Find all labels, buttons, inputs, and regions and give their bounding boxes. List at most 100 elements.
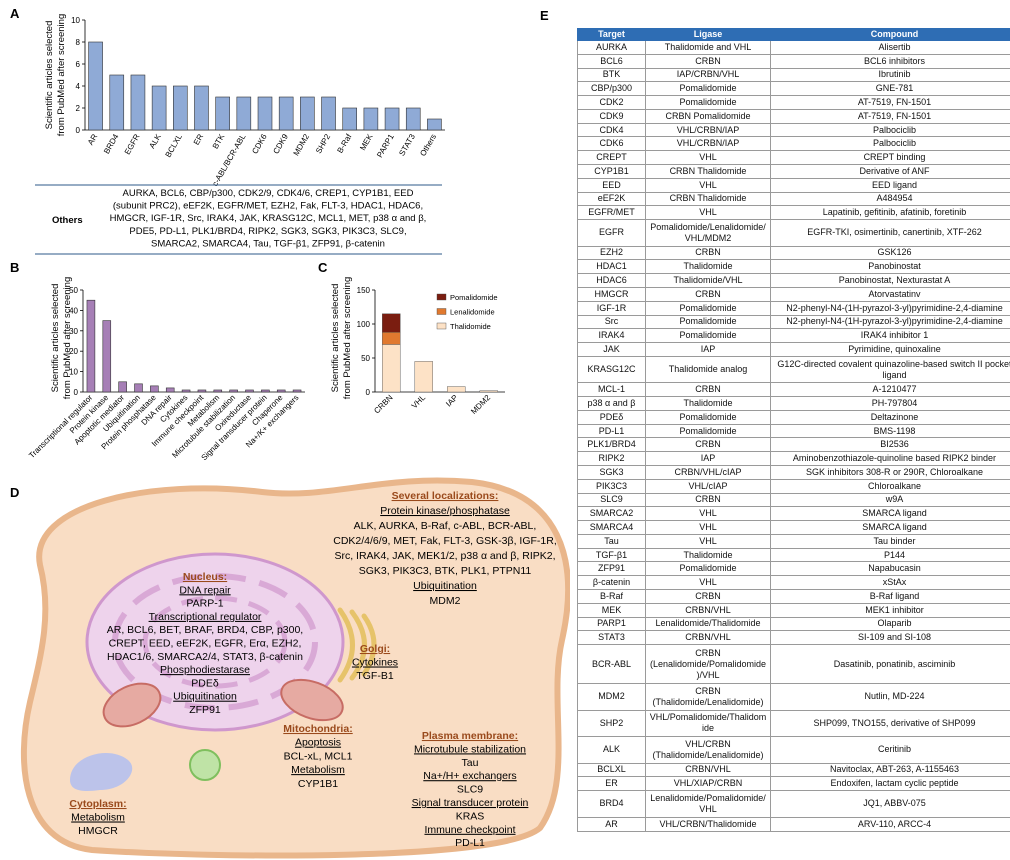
x-tick-label: EGFR	[123, 132, 142, 156]
table-cell: Panobinostat, Nexturastat A	[770, 273, 1010, 288]
table-cell: IAP/CRBN/VHL	[645, 67, 771, 83]
legend-swatch	[436, 322, 447, 330]
x-tick-label: Others	[418, 133, 438, 158]
table-cell: Nutlin, MD-224	[770, 683, 1010, 711]
table-cell: CRBN/VHL	[645, 602, 771, 618]
y-axis-label: Scientific articles selected	[50, 284, 61, 393]
table-cell: CYP1B1	[577, 164, 646, 179]
x-tick-label: CDK6	[250, 132, 269, 155]
bar	[181, 389, 191, 393]
targets: TGF-B1	[356, 670, 393, 682]
table-cell: CRBN/VHL	[645, 630, 771, 646]
y-axis-label: Scientific articles selected	[330, 284, 341, 393]
bar	[213, 389, 223, 393]
table-cell: CRBN (Lenalidomide/Pomalidomide )/VHL	[645, 644, 771, 685]
table-cell: BCL6	[577, 53, 646, 69]
table-cell: IGF-1R	[577, 300, 646, 316]
table-cell: N2-phenyl-N4-(1H-pyrazol-3-yl)pyrimidine…	[770, 314, 1010, 330]
x-tick-label: CDK9	[271, 132, 290, 155]
others-line: SMARCA2, SMARCA4, Tau, TGF-β1, ZFP91, β-…	[151, 238, 385, 249]
table-cell: Napabucasin	[770, 561, 1010, 577]
bar	[197, 389, 207, 393]
table-cell: BI2536	[770, 437, 1010, 453]
table-cell: MCL-1	[577, 382, 646, 398]
table-row: CDK4 VHL/CRBN/IAP Palbociclib	[577, 122, 1010, 138]
mitochondrion	[280, 678, 344, 722]
table-body: AURKA Thalidomide and VHL Alisertib BCL6 CRB…	[577, 40, 1010, 833]
table-cell: HMGCR	[577, 286, 646, 302]
bar	[134, 383, 143, 393]
x-tick-label: IAP	[444, 393, 459, 408]
x-tick-label: MDM2	[292, 132, 312, 157]
table-cell: BMS-1198	[770, 423, 1010, 439]
targets: Src, IRAK4, JAK, MEK1/2, p38 α and β, RI…	[334, 550, 555, 562]
table-cell: Tau binder	[770, 533, 1010, 549]
table-cell: JQ1, ABBV-075	[770, 790, 1010, 818]
table-cell: CDK9	[577, 108, 646, 124]
targets: BCL-xL, MCL1	[284, 750, 353, 762]
table-cell: Aminobenzothiazole-quinoline based RIPK2…	[770, 451, 1010, 466]
table-cell: Thalidomide	[645, 259, 771, 275]
golgi	[337, 607, 377, 683]
table-cell: B-Raf ligand	[770, 589, 1010, 604]
others-line: HMGCR, IGF-1R, Src, IRAK4, JAK, KRASG12C…	[110, 213, 427, 224]
y-axis-label: from PubMed after screening	[56, 14, 67, 137]
table-cell: Pomalidomide	[645, 328, 771, 344]
table-cell: B-Raf	[577, 589, 646, 604]
category: Microtubule stabilization	[414, 743, 526, 755]
table-row: IRAK4 Pomalidomide IRAK4 inhibitor 1	[577, 328, 1010, 344]
table-cell: Thalidomide	[645, 547, 771, 563]
y-axis-label: from PubMed after screening	[342, 277, 353, 400]
table-row: CBP/p300 Pomalidomide GNE-781	[577, 81, 1010, 97]
y-tick-label: 40	[69, 306, 78, 315]
table-cell: VHL	[645, 205, 771, 221]
table-cell: VHL	[645, 520, 771, 535]
localization-title: Plasma membrane:	[422, 730, 518, 742]
table-cell: Dasatinib, ponatinib, asciminib	[770, 644, 1010, 685]
table-cell: TGF-β1	[577, 547, 646, 563]
table-cell: SGK inhibitors 308-R or 290R, Chloroalka…	[770, 464, 1010, 480]
table-cell: GNE-781	[770, 81, 1010, 97]
table-cell: VHL	[645, 150, 771, 166]
table-cell: CRBN	[645, 589, 771, 604]
table-cell: G12C-directed covalent quinazoline-based…	[770, 355, 1010, 384]
table-cell: Alisertib	[770, 40, 1010, 55]
table-cell: PH-797804	[770, 396, 1010, 411]
bar-segment	[382, 331, 401, 345]
bar	[278, 96, 294, 131]
table-cell: Navitoclax, ABT-263, A-1155463	[770, 762, 1010, 778]
table-cell: Thalidomide/VHL	[645, 273, 771, 288]
table-row: SLC9 CRBN w9A	[577, 492, 1010, 508]
bar	[245, 389, 254, 393]
header-cell: Compound	[770, 28, 1010, 41]
y-tick-label: 0	[76, 126, 81, 135]
y-tick-label: 100	[357, 320, 371, 329]
table-cell: VHL/CRBN/IAP	[645, 136, 771, 152]
table-cell: CRBN	[645, 492, 771, 508]
x-tick-label: VHL	[410, 393, 428, 411]
table-row: HMGCR CRBN Atorvastatinv	[577, 286, 1010, 302]
table-row: Tau VHL Tau binder	[577, 533, 1010, 549]
legend-swatch	[436, 308, 447, 315]
targets: CYP1B1	[298, 778, 338, 790]
table-cell: CRBN	[645, 382, 771, 398]
table-cell: CREPT binding	[770, 150, 1010, 166]
table-row: BCR-ABL CRBN (Lenalidomide/Pomalidomide )…	[577, 644, 1010, 685]
table-row: Src Pomalidomide N2-phenyl-N4-(1H-pyrazol-…	[577, 314, 1010, 330]
table-cell: IAP	[645, 342, 771, 357]
x-tick-label: Transcriptional regulator	[27, 393, 94, 460]
table-cell: Panobinostat	[770, 259, 1010, 275]
table-cell: Pomalidomide	[645, 81, 771, 97]
targets: SLC9	[457, 784, 483, 796]
table-row: JAK IAP Pyrimidine, quinoxaline	[577, 342, 1010, 357]
table-cell: SGK3	[577, 464, 646, 480]
y-tick-label: 6	[76, 60, 81, 69]
bar	[447, 386, 466, 393]
table-row: BRD4 Lenalidomide/Pomalidomide/ VHL JQ1, A…	[577, 790, 1010, 818]
table-cell: Tau	[577, 533, 646, 549]
table-cell: eEF2K	[577, 191, 646, 207]
nucleus-inner	[142, 595, 288, 689]
targets: PDEδ	[191, 677, 219, 689]
